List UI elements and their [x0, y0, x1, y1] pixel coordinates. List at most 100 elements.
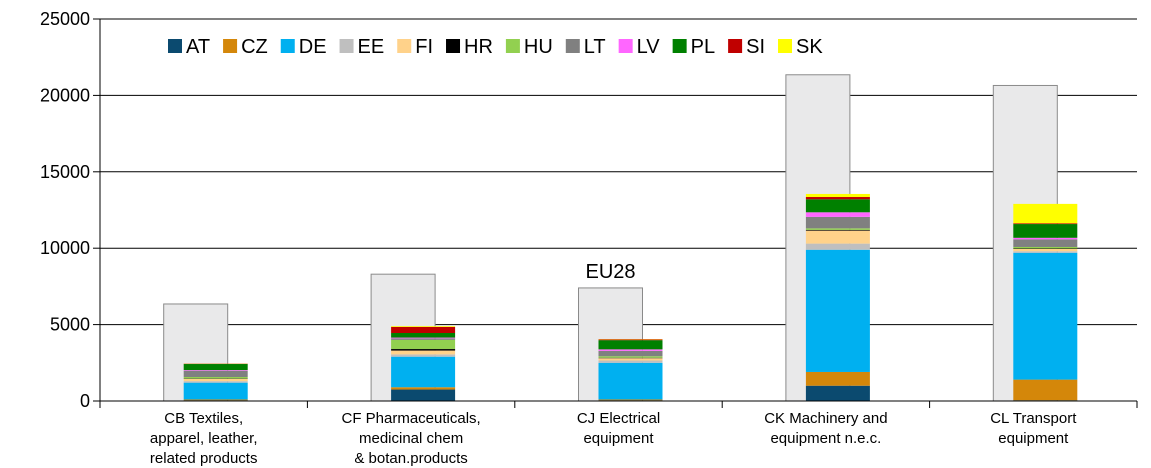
bar-segment — [391, 338, 456, 340]
bar-segment — [391, 356, 456, 388]
x-tick-label: CL Transport equipment — [990, 410, 1077, 447]
bar-segment — [183, 382, 248, 400]
bar-segment — [598, 360, 663, 363]
bar-segment — [598, 340, 663, 350]
bar-segment — [183, 378, 248, 382]
bar-segment — [805, 228, 870, 230]
bar-segment — [183, 377, 248, 379]
bar-segment — [183, 370, 248, 378]
x-tick-label-line: & botan.products — [354, 450, 467, 467]
x-tick-label-line: equipment — [998, 430, 1069, 447]
legend-label: LV — [637, 36, 661, 58]
bar-segment — [805, 249, 870, 372]
x-tick-label-line: equipment n.e.c. — [770, 430, 881, 447]
x-tick-label-line: CB Textiles, — [164, 410, 243, 427]
legend-swatch — [280, 39, 295, 53]
legend-label: PL — [691, 36, 715, 58]
bar-segment — [805, 371, 870, 386]
legend-swatch — [505, 39, 520, 53]
bar-segment — [598, 349, 663, 351]
bar-segment — [183, 399, 248, 401]
bar-segment — [1013, 251, 1078, 253]
legend-swatch — [339, 39, 354, 53]
legend-label: HR — [464, 36, 493, 58]
legend-label: CZ — [241, 36, 268, 58]
bar-segment — [391, 387, 456, 390]
bar-segment — [1013, 203, 1078, 224]
legend-label: AT — [186, 36, 210, 58]
legend-label: HU — [524, 36, 553, 58]
x-tick-label: CF Pharmaceuticals, medicinal chem & botan… — [341, 410, 480, 467]
bar-segment — [805, 230, 870, 244]
bar-segment — [1013, 237, 1078, 240]
legend-swatch — [565, 39, 580, 53]
y-tick-label: 15000 — [40, 162, 90, 182]
legend-swatch — [446, 39, 461, 53]
y-tick-label: 0 — [80, 391, 90, 411]
bar-segment — [805, 193, 870, 198]
x-tick-label: CB Textiles, apparel, leather, related pro… — [150, 410, 258, 467]
bar-segment — [1013, 379, 1078, 401]
bar-segment — [805, 243, 870, 250]
bar-segment — [391, 339, 456, 350]
bar-segment — [805, 199, 870, 213]
bar-segment — [391, 326, 456, 334]
bar-segment — [391, 354, 456, 357]
legend-label: EE — [358, 36, 385, 58]
y-tick-label: 10000 — [40, 238, 90, 258]
bar-segment — [598, 356, 663, 358]
bar-segment — [805, 212, 870, 217]
legend-label: FI — [415, 36, 433, 58]
x-tick-label-line: CK Machinery and — [764, 410, 887, 427]
bar-segment — [598, 350, 663, 357]
legend-label: DE — [299, 36, 327, 58]
legend-swatch — [168, 39, 182, 53]
bar-segment — [598, 399, 663, 401]
y-tick-label: 20000 — [40, 85, 90, 105]
bar-segment — [183, 370, 248, 371]
bar-segment — [1013, 224, 1078, 238]
legend-swatch — [223, 39, 238, 53]
x-tick-label-line: apparel, leather, — [150, 430, 258, 447]
bar-segment — [805, 216, 870, 229]
legend-swatch — [618, 39, 633, 53]
bar-segment — [391, 326, 456, 327]
x-tick-label: CK Machinery and equipment n.e.c. — [764, 410, 887, 447]
bar-segment — [805, 197, 870, 200]
bar-segment — [805, 229, 870, 231]
legend-swatch — [672, 39, 687, 53]
bar-segment — [1013, 246, 1078, 249]
legend-label: SI — [746, 36, 765, 58]
bar-segment — [1013, 248, 1078, 252]
x-tick-label-line: equipment — [583, 430, 654, 447]
annotation: EU28 — [585, 261, 635, 283]
bar-segment — [598, 339, 663, 341]
legend-swatch — [728, 39, 743, 53]
x-tick-label: CJ Electrical equipment — [577, 410, 660, 447]
legend-label: SK — [796, 36, 823, 58]
x-tick-label-line: related products — [150, 450, 258, 467]
bar-segment — [391, 333, 456, 338]
y-tick-label: 25000 — [40, 9, 90, 29]
y-tick-label: 5000 — [50, 315, 90, 335]
x-tick-label-line: CF Pharmaceuticals, — [341, 410, 480, 427]
bar-segment — [391, 389, 456, 401]
bar-segment — [1013, 252, 1078, 380]
bar-segment — [598, 358, 663, 361]
bar-segment — [391, 349, 456, 351]
bar-segment — [391, 350, 456, 355]
bar-segment — [183, 381, 248, 383]
bar-segment — [598, 362, 663, 400]
bar-segment — [1013, 239, 1078, 247]
x-tick-label-line: CL Transport — [990, 410, 1077, 427]
bar-segment — [1013, 223, 1078, 225]
x-tick-label-line: medicinal chem — [359, 430, 463, 447]
bar-segment — [805, 385, 870, 401]
legend-label: LT — [584, 36, 606, 58]
bar-segment — [183, 364, 248, 371]
x-tick-label-line: CJ Electrical — [577, 410, 660, 427]
bar-segment — [391, 337, 456, 339]
legend-swatch — [397, 39, 412, 53]
